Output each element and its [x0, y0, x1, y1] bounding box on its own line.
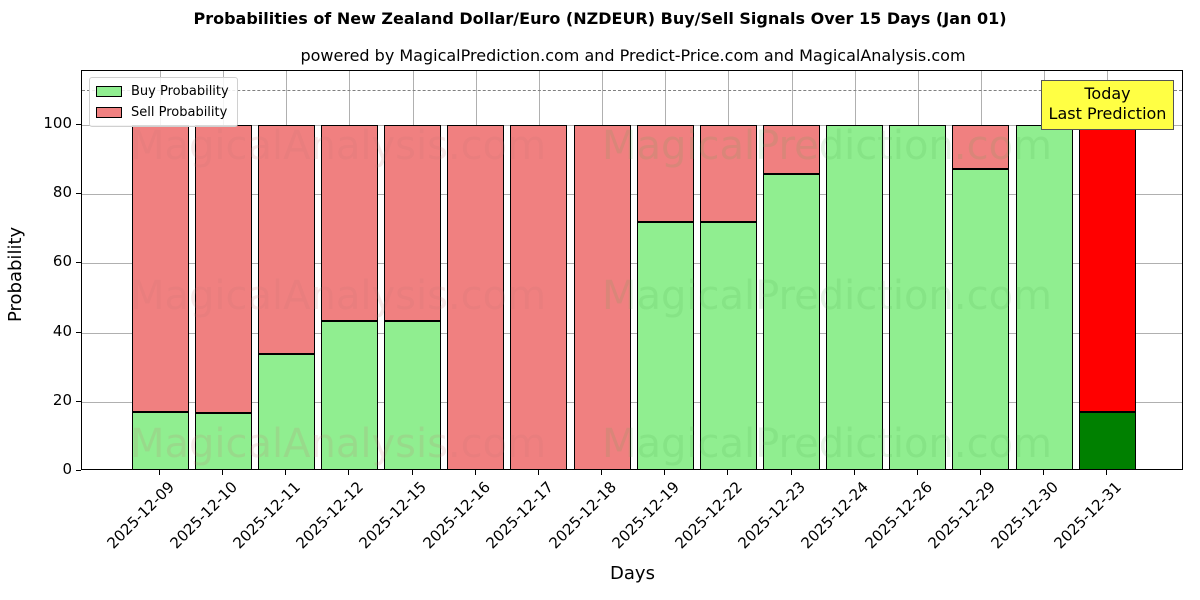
y-axis-label: Probability: [5, 226, 26, 322]
y-tick-label: 0: [62, 460, 72, 478]
x-tick-label: 2025-12-12: [292, 478, 368, 553]
x-tick-label: 2025-12-22: [671, 478, 747, 553]
x-tick-label: 2025-12-29: [924, 478, 999, 553]
bar-buy: [131, 412, 189, 469]
x-tick-label: 2025-12-19: [608, 478, 683, 553]
bar-buy: [636, 221, 694, 469]
x-tick-label: 2025-12-18: [545, 478, 620, 553]
bar-buy: [384, 321, 442, 469]
legend: Buy Probability Sell Probability: [89, 77, 238, 127]
bar-buy: [257, 354, 315, 469]
bar-sell: [194, 124, 252, 413]
x-axis-label: Days: [610, 563, 655, 584]
x-tick-label: 2025-12-26: [861, 478, 936, 553]
annotation-line1: Today: [1084, 84, 1131, 103]
x-tick-label: 2025-12-24: [798, 478, 873, 553]
gridline-h: [82, 401, 1182, 403]
y-tick-label: 40: [52, 321, 72, 340]
bar-sell: [1078, 124, 1136, 413]
bar-sell: [257, 124, 315, 355]
gridline-h: [82, 194, 1182, 196]
x-tick-label: 2025-12-23: [734, 478, 810, 553]
x-tick-mark: [790, 470, 792, 475]
legend-label-buy: Buy Probability: [131, 84, 229, 99]
x-tick-label: 2025-12-09: [103, 478, 178, 553]
x-tick-label: 2025-12-30: [987, 478, 1062, 553]
y-tick-mark: [76, 470, 81, 471]
chart-subtitle: powered by MagicalPrediction.com and Pre…: [300, 46, 966, 65]
y-tick-label: 20: [52, 390, 72, 409]
sell-swatch-icon: [96, 107, 122, 118]
bar-buy: [1015, 124, 1073, 469]
y-tick-label: 80: [52, 183, 72, 202]
bar-sell: [952, 124, 1010, 169]
x-tick-mark: [664, 470, 666, 475]
bar-sell: [320, 124, 378, 322]
x-tick-mark: [537, 470, 539, 475]
plot-area: MagicalAnalysis.comMagicalPrediction.com…: [81, 70, 1183, 470]
gridline-h: [82, 263, 1182, 265]
chart-title: Probabilities of New Zealand Dollar/Euro…: [193, 9, 1007, 28]
bar-buy: [1078, 412, 1136, 469]
bar-sell: [447, 124, 505, 469]
gridline-h: [82, 124, 1182, 126]
bar-buy: [194, 412, 252, 469]
y-tick-label: 60: [52, 252, 72, 271]
bar-sell: [763, 124, 820, 175]
legend-item-sell: Sell Probability: [96, 102, 229, 123]
x-tick-mark: [601, 470, 603, 475]
x-tick-mark: [411, 470, 413, 475]
today-annotation: Today Last Prediction: [1041, 80, 1174, 130]
x-tick-mark: [159, 470, 160, 475]
bar-buy: [320, 321, 378, 469]
bar-buy: [826, 124, 884, 469]
y-tick-mark: [76, 193, 81, 195]
legend-label-sell: Sell Probability: [131, 105, 228, 120]
y-tick-mark: [76, 331, 81, 333]
x-tick-mark: [1043, 470, 1045, 475]
bar-sell: [510, 124, 568, 469]
bar-buy: [763, 174, 820, 469]
threshold-line: [82, 90, 1182, 91]
bar-sell: [699, 124, 757, 222]
x-tick-label: 2025-12-15: [355, 478, 431, 553]
y-tick-label: 100: [43, 113, 72, 132]
y-tick-mark: [76, 400, 81, 402]
x-tick-mark: [1106, 470, 1108, 475]
y-tick-mark: [76, 262, 81, 264]
bar-sell: [131, 124, 189, 413]
bar-buy: [699, 221, 757, 469]
gridline-h: [82, 332, 1182, 334]
x-tick-label: 2025-12-17: [482, 478, 557, 553]
x-tick-label: 2025-12-10: [166, 478, 241, 553]
bar-sell: [384, 124, 442, 322]
legend-item-buy: Buy Probability: [96, 81, 229, 102]
x-tick-label: 2025-12-16: [419, 478, 494, 553]
x-tick-mark: [474, 470, 476, 475]
x-tick-mark: [853, 470, 855, 475]
buy-swatch-icon: [96, 86, 122, 97]
x-tick-mark: [348, 470, 350, 475]
x-tick-label: 2025-12-11: [229, 478, 305, 553]
annotation-line2: Last Prediction: [1048, 104, 1167, 123]
x-tick-mark: [979, 470, 981, 475]
x-tick-mark: [916, 470, 918, 475]
bar-sell: [573, 124, 631, 469]
x-tick-label: 2025-12-31: [1050, 478, 1125, 553]
x-tick-mark: [285, 470, 287, 475]
bar-sell: [636, 124, 694, 222]
y-tick-mark: [76, 123, 81, 125]
bar-buy: [952, 168, 1010, 469]
bar-buy: [889, 124, 947, 469]
x-tick-mark: [727, 470, 729, 475]
x-tick-mark: [222, 470, 224, 475]
